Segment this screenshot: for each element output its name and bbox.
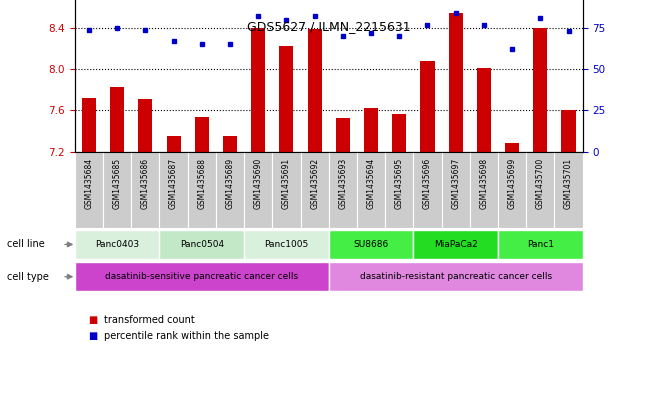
Bar [329, 152, 357, 228]
Bar [477, 68, 491, 393]
Bar [498, 230, 583, 259]
Text: GDS5627 / ILMN_2215631: GDS5627 / ILMN_2215631 [247, 20, 411, 33]
Bar [307, 29, 322, 393]
Text: MiaPaCa2: MiaPaCa2 [434, 240, 478, 249]
Bar [555, 152, 583, 228]
Text: Panc1: Panc1 [527, 240, 554, 249]
Bar [449, 13, 463, 393]
Bar [132, 152, 159, 228]
Bar [159, 230, 244, 259]
Bar [139, 99, 152, 393]
Text: dasatinib-sensitive pancreatic cancer cells: dasatinib-sensitive pancreatic cancer ce… [105, 272, 298, 281]
Text: cell line: cell line [7, 239, 44, 250]
Text: ■: ■ [88, 331, 97, 341]
Bar [110, 87, 124, 393]
Bar [385, 152, 413, 228]
Bar [103, 152, 132, 228]
Text: GSM1435691: GSM1435691 [282, 158, 291, 209]
Bar [244, 152, 272, 228]
Text: dasatinib-resistant pancreatic cancer cells: dasatinib-resistant pancreatic cancer ce… [359, 272, 552, 281]
Text: GSM1435685: GSM1435685 [113, 158, 122, 209]
Text: GSM1435696: GSM1435696 [423, 158, 432, 209]
Text: ■: ■ [88, 315, 97, 325]
Text: cell type: cell type [7, 272, 48, 282]
Bar [357, 152, 385, 228]
Bar [167, 136, 181, 393]
Bar [329, 230, 413, 259]
Bar [413, 152, 441, 228]
Bar [336, 118, 350, 393]
Bar [82, 98, 96, 393]
Bar [251, 28, 266, 393]
Bar [187, 152, 216, 228]
Text: GSM1435695: GSM1435695 [395, 158, 404, 209]
Text: GSM1435689: GSM1435689 [225, 158, 234, 209]
Text: percentile rank within the sample: percentile rank within the sample [104, 331, 269, 341]
Bar [75, 262, 329, 291]
Text: Panc0504: Panc0504 [180, 240, 224, 249]
Text: Panc0403: Panc0403 [95, 240, 139, 249]
Text: GSM1435699: GSM1435699 [508, 158, 517, 209]
Text: GSM1435686: GSM1435686 [141, 158, 150, 209]
Text: GSM1435694: GSM1435694 [367, 158, 376, 209]
Bar [533, 28, 547, 393]
Bar [413, 230, 498, 259]
Text: SU8686: SU8686 [353, 240, 389, 249]
Text: GSM1435700: GSM1435700 [536, 158, 545, 209]
Text: GSM1435698: GSM1435698 [479, 158, 488, 209]
Bar [329, 262, 583, 291]
Bar [279, 46, 294, 393]
Bar [272, 152, 301, 228]
Bar [75, 152, 103, 228]
Bar [216, 152, 244, 228]
Bar [421, 61, 435, 393]
Text: GSM1435697: GSM1435697 [451, 158, 460, 209]
Bar [301, 152, 329, 228]
Bar [470, 152, 498, 228]
Text: GSM1435693: GSM1435693 [339, 158, 348, 209]
Text: GSM1435684: GSM1435684 [85, 158, 94, 209]
Bar [75, 230, 159, 259]
Bar [561, 110, 575, 393]
Bar [364, 108, 378, 393]
Bar [223, 136, 237, 393]
Text: transformed count: transformed count [104, 315, 195, 325]
Bar [441, 152, 470, 228]
Text: GSM1435690: GSM1435690 [254, 158, 263, 209]
Bar [392, 114, 406, 393]
Text: GSM1435692: GSM1435692 [310, 158, 319, 209]
Bar [526, 152, 555, 228]
Text: GSM1435687: GSM1435687 [169, 158, 178, 209]
Bar [195, 117, 209, 393]
Bar [498, 152, 526, 228]
Bar [505, 143, 519, 393]
Text: Panc1005: Panc1005 [264, 240, 309, 249]
Text: GSM1435688: GSM1435688 [197, 158, 206, 209]
Bar [244, 230, 329, 259]
Text: GSM1435701: GSM1435701 [564, 158, 573, 209]
Bar [159, 152, 187, 228]
